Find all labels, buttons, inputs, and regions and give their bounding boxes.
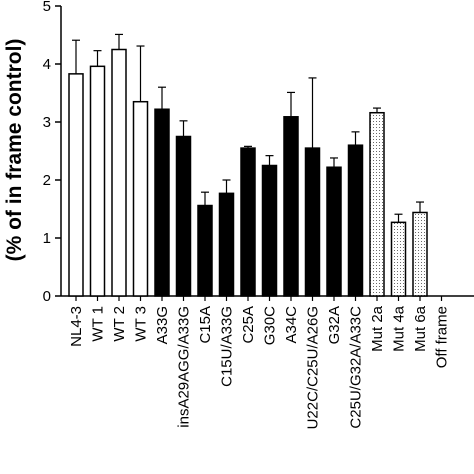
bar <box>369 111 385 297</box>
bar <box>304 147 321 297</box>
category-label: U22C/C25U/A26G <box>305 306 322 429</box>
category-label: WT 2 <box>111 306 128 342</box>
category-label: C15A <box>197 306 214 344</box>
category-label: Off frame <box>434 306 451 368</box>
y-tick-label: 3 <box>43 114 51 131</box>
y-tick-label: 4 <box>43 56 51 73</box>
bar <box>240 147 256 297</box>
bar <box>68 73 84 297</box>
category-label: Mut 6a <box>412 305 429 352</box>
y-tick-label: 5 <box>43 0 51 15</box>
category-label: WT 1 <box>90 306 107 342</box>
category-label: WT 3 <box>133 306 150 342</box>
category-label: G30C <box>262 306 279 345</box>
y-axis-label: (% of in frame control) <box>3 39 26 262</box>
category-label: Mut 2a <box>369 305 386 352</box>
category-label: G32A <box>326 306 343 344</box>
category-label: C15U/A33G <box>219 306 236 387</box>
bar <box>283 116 299 297</box>
bar <box>347 144 364 297</box>
category-label: A33G <box>154 306 171 344</box>
bar <box>89 65 106 297</box>
y-tick-label: 1 <box>43 230 51 247</box>
axes: 0 1 2 3 4 5 <box>43 0 474 305</box>
bar <box>197 204 213 297</box>
y-tick-label: 2 <box>43 172 51 189</box>
bar <box>154 108 170 297</box>
bar <box>132 100 149 297</box>
bar <box>218 192 235 297</box>
category-label: insA29AGG/A33G <box>176 306 193 428</box>
category-label: C25U/G32A/A33C <box>348 306 365 429</box>
bar <box>390 221 407 297</box>
y-tick-label: 0 <box>43 288 51 305</box>
category-label: C25A <box>240 306 257 344</box>
category-label: A34C <box>283 306 300 344</box>
bar <box>326 166 342 297</box>
bar <box>412 211 428 297</box>
bar <box>111 48 127 297</box>
bar <box>175 135 192 297</box>
bar <box>261 164 278 297</box>
category-labels: NL4-3 WT 1 WT 2 WT 3 A33G insA29AGG/A33G C15A C… <box>68 305 451 429</box>
bars <box>68 33 428 297</box>
category-label: NL4-3 <box>68 306 85 347</box>
category-label: Mut 4a <box>391 305 408 352</box>
